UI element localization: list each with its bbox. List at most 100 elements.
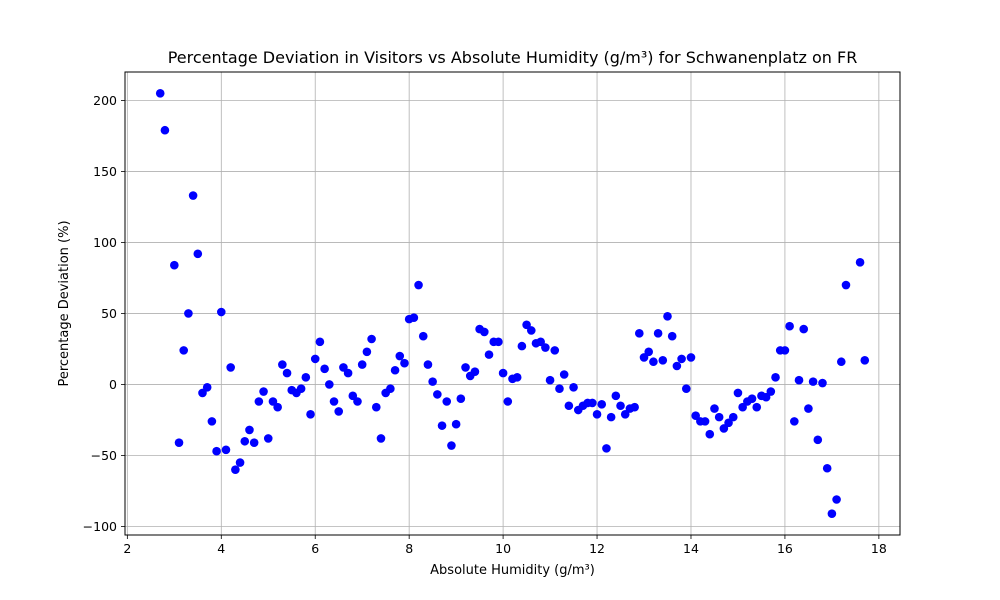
data-point bbox=[503, 397, 513, 406]
y-tick-label: 100 bbox=[93, 235, 117, 250]
x-tick-label: 4 bbox=[217, 541, 225, 556]
grid-layer bbox=[125, 72, 900, 535]
data-point bbox=[386, 384, 395, 394]
data-point bbox=[728, 412, 738, 422]
tick-layer: 2 4 6 8 10 12 14 16 18 −100 −50 0 50 100 150 200 bbox=[83, 93, 887, 556]
data-point bbox=[724, 418, 733, 428]
data-point bbox=[235, 458, 245, 467]
data-point bbox=[423, 360, 433, 369]
data-point bbox=[226, 363, 235, 372]
data-point bbox=[799, 324, 809, 334]
data-point bbox=[329, 397, 339, 406]
data-point bbox=[855, 258, 865, 267]
data-point bbox=[686, 353, 696, 362]
data-point bbox=[681, 384, 691, 394]
data-point bbox=[672, 361, 682, 371]
data-point bbox=[296, 384, 306, 394]
data-point bbox=[306, 409, 315, 419]
data-point bbox=[278, 360, 287, 369]
data-point bbox=[813, 435, 823, 445]
x-tick-label: 14 bbox=[683, 541, 699, 556]
data-point bbox=[273, 402, 282, 412]
plot-frame bbox=[124, 71, 901, 536]
x-tick-label: 16 bbox=[777, 541, 793, 556]
x-tick-label: 8 bbox=[405, 541, 413, 556]
data-point bbox=[611, 391, 621, 401]
data-point bbox=[315, 337, 325, 347]
data-point bbox=[522, 320, 531, 330]
data-point bbox=[710, 404, 719, 413]
data-point bbox=[649, 357, 658, 367]
data-point bbox=[160, 125, 170, 135]
data-point bbox=[555, 384, 564, 394]
data-point bbox=[597, 400, 607, 409]
data-point bbox=[310, 354, 320, 364]
data-point bbox=[282, 368, 292, 378]
data-point bbox=[339, 363, 348, 372]
data-point bbox=[719, 424, 729, 433]
data-point bbox=[602, 444, 611, 453]
x-tick-label: 6 bbox=[311, 541, 319, 556]
data-point bbox=[301, 373, 311, 382]
data-point bbox=[794, 375, 804, 385]
data-point bbox=[592, 409, 602, 419]
data-point bbox=[320, 364, 329, 374]
data-point bbox=[658, 356, 668, 365]
chart-title: Percentage Deviation in Visitors vs Abso… bbox=[168, 48, 858, 67]
data-point bbox=[860, 356, 870, 365]
data-point bbox=[480, 327, 489, 337]
data-point bbox=[254, 397, 264, 406]
data-point bbox=[677, 354, 686, 364]
data-point bbox=[536, 337, 545, 347]
data-point bbox=[526, 326, 536, 335]
data-point bbox=[179, 346, 189, 355]
data-point bbox=[428, 377, 437, 386]
data-point bbox=[564, 401, 574, 411]
data-point bbox=[841, 280, 851, 290]
data-point bbox=[249, 438, 259, 447]
data-point bbox=[714, 412, 724, 422]
data-point bbox=[785, 321, 794, 331]
data-point bbox=[738, 402, 747, 412]
data-point bbox=[409, 313, 419, 323]
data-point bbox=[620, 409, 630, 419]
data-point bbox=[343, 368, 353, 378]
data-point bbox=[559, 370, 569, 379]
data-point bbox=[348, 391, 358, 401]
data-point bbox=[231, 465, 240, 474]
x-tick-label: 2 bbox=[123, 541, 131, 556]
data-point bbox=[207, 417, 217, 426]
data-point bbox=[512, 373, 522, 382]
data-point bbox=[174, 438, 184, 447]
data-point bbox=[268, 397, 278, 406]
data-point bbox=[667, 331, 677, 341]
data-point bbox=[780, 346, 790, 355]
data-point bbox=[804, 404, 813, 413]
data-point bbox=[433, 390, 442, 399]
data-point bbox=[663, 311, 672, 321]
data-point bbox=[376, 434, 386, 443]
data-point bbox=[240, 436, 250, 446]
data-point bbox=[644, 347, 654, 357]
data-point bbox=[245, 425, 254, 435]
data-point bbox=[700, 417, 710, 426]
data-point bbox=[184, 309, 193, 318]
data-point bbox=[470, 367, 480, 376]
data-point bbox=[545, 375, 555, 385]
x-tick-label: 10 bbox=[495, 541, 511, 556]
point-layer bbox=[155, 89, 870, 518]
data-point bbox=[367, 334, 376, 344]
data-point bbox=[705, 429, 715, 439]
x-tick-label: 18 bbox=[871, 541, 887, 556]
data-point bbox=[461, 363, 470, 372]
data-point bbox=[437, 421, 447, 430]
data-point bbox=[836, 357, 846, 367]
data-point bbox=[747, 394, 757, 403]
y-tick-label: 50 bbox=[101, 306, 117, 321]
x-axis-title: Absolute Humidity (g/m³) bbox=[430, 563, 595, 578]
data-point bbox=[550, 346, 560, 355]
y-axis-title: Percentage Deviation (%) bbox=[57, 220, 72, 386]
data-point bbox=[170, 260, 179, 270]
